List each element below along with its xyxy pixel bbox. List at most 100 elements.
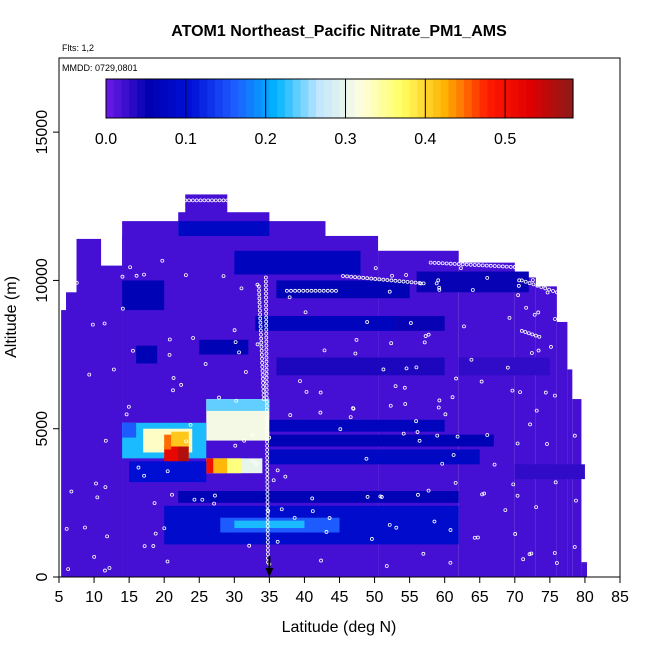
flight-track-point [264, 291, 268, 296]
sample-point [554, 561, 559, 565]
flight-track-point [264, 335, 269, 340]
heatmap-cell [178, 221, 270, 236]
sample-point [165, 559, 170, 564]
flight-track-point [264, 363, 269, 368]
sample-point [470, 288, 475, 292]
colorbar-segment [308, 79, 317, 118]
sample-point [310, 509, 315, 514]
flight-track-point [265, 520, 270, 524]
colorbar-segment [113, 79, 123, 118]
colorbar-segment [417, 79, 426, 118]
colorbar-segment [401, 79, 411, 118]
flight-track-point [264, 295, 268, 300]
sample-point [418, 281, 423, 286]
flight-track-point [265, 427, 269, 432]
sample-point [384, 564, 389, 568]
sample-point [279, 507, 284, 512]
sample-point [203, 362, 208, 366]
sample-point [303, 310, 308, 315]
coverage-cell [458, 262, 515, 577]
flight-track-point [464, 262, 469, 267]
colorbar-segment [464, 79, 473, 118]
colorbar-segment [191, 79, 200, 118]
sample-point [83, 525, 87, 530]
flight-track-point [537, 334, 542, 339]
flight-track-point [264, 311, 269, 316]
heatmap-cell [164, 434, 172, 450]
flight-track-point [261, 381, 265, 385]
flight-track-point [468, 262, 473, 267]
sample-point [434, 281, 439, 286]
flight-track-point [264, 407, 269, 412]
flight-track-point [500, 264, 505, 269]
sample-point [552, 551, 557, 555]
flight-track-point [263, 275, 268, 280]
sample-point [254, 461, 259, 466]
colorbar-segment [518, 79, 527, 118]
sample-point [436, 405, 441, 410]
x-tick-label: 40 [296, 589, 314, 606]
flight-track-point [264, 371, 269, 376]
colorbar-segment [292, 79, 302, 118]
x-tick-label: 10 [85, 589, 103, 606]
flight-track-point [264, 283, 268, 288]
flight-track-point [265, 464, 270, 468]
flight-track-point [213, 198, 218, 203]
sample-point [524, 305, 529, 310]
flight-track-point [444, 261, 449, 266]
sample-point [503, 508, 508, 513]
flight-track-point [198, 198, 203, 203]
sample-point [517, 278, 522, 283]
colorbar-tick-label: 0.3 [334, 131, 356, 148]
flight-track-point [476, 263, 481, 268]
flight-track-point [265, 524, 270, 528]
flight-track-point [265, 415, 269, 420]
flight-track-point [265, 536, 270, 541]
sample-point [505, 365, 510, 370]
heatmap-cell [213, 458, 228, 474]
sample-point [90, 322, 95, 327]
heatmap-cell [164, 446, 182, 462]
sample-point [221, 274, 226, 278]
sample-point [527, 552, 532, 557]
sample-point [95, 495, 100, 500]
heatmap-cell [178, 446, 189, 462]
flight-track-point [257, 292, 262, 297]
flight-track-point [265, 447, 270, 452]
colorbar-segment [183, 79, 193, 118]
flight-track-point [261, 385, 266, 389]
sample-point [310, 496, 315, 501]
latitude-marker-arrow-icon [265, 568, 274, 577]
sample-point [417, 438, 422, 443]
heatmap-cell [416, 271, 529, 293]
flight-track-point [221, 198, 226, 203]
colorbar-segment [285, 79, 294, 118]
sample-point [432, 519, 437, 524]
chart-title: ATOM1 Northeast_Pacific Nitrate_PM1_AMS [171, 23, 507, 40]
sample-point [453, 480, 458, 485]
sample-point [131, 348, 135, 353]
colorbar-segment [495, 79, 504, 118]
colorbar-segment [526, 79, 535, 118]
sample-point [530, 278, 535, 283]
sample-point [318, 410, 323, 415]
sample-point [275, 468, 280, 473]
colorbar-segment [214, 79, 224, 118]
coverage-cell [535, 286, 557, 577]
flight-track-point [492, 264, 497, 268]
flight-track-point [373, 277, 378, 281]
flight-track-point [265, 500, 270, 504]
sample-point [404, 366, 409, 371]
flight-track-point [264, 355, 269, 360]
colorbar-segment [347, 79, 356, 118]
flight-track-point [258, 320, 263, 325]
flight-track-point [265, 496, 270, 500]
flight-track-point [264, 315, 269, 320]
sample-point [213, 493, 217, 498]
sample-point [532, 312, 537, 317]
flight-track-point [397, 279, 402, 284]
sample-point [393, 384, 398, 389]
sample-point [415, 430, 420, 434]
flight-track-point [535, 283, 540, 288]
colorbar-segment [370, 79, 380, 118]
